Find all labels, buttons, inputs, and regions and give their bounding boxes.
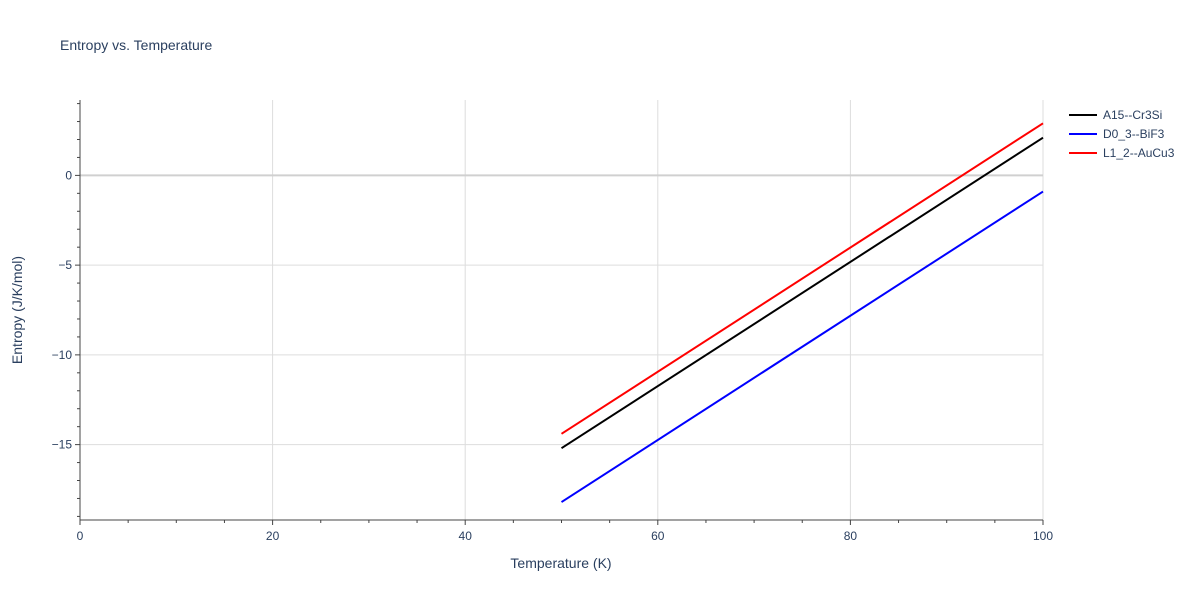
y-axis-title: Entropy (J/K/mol)	[9, 256, 25, 364]
y-tick-label: 0	[65, 168, 72, 182]
x-tick-label: 40	[459, 529, 473, 543]
x-tick-label: 0	[77, 529, 84, 543]
x-axis-ticks: 0 20 40 60 80 100	[77, 529, 1054, 543]
x-tick-label: 20	[266, 529, 280, 543]
legend-label: L1_2--AuCu3	[1103, 146, 1175, 160]
series-lines	[560, 122, 1044, 503]
legend[interactable]: A15--Cr3Si D0_3--BiF3 L1_2--AuCu3	[1069, 108, 1175, 160]
x-tick-label: 60	[651, 529, 665, 543]
y-tick-label: −5	[58, 258, 72, 272]
series-line-1	[560, 190, 1044, 503]
legend-item[interactable]: D0_3--BiF3	[1069, 127, 1165, 141]
x-axis-title: Temperature (K)	[510, 555, 611, 571]
y-tick-label: −10	[52, 348, 73, 362]
legend-item[interactable]: L1_2--AuCu3	[1069, 146, 1175, 160]
legend-label: A15--Cr3Si	[1103, 108, 1162, 122]
y-axis-ticks: −15 −10 −5 0	[52, 168, 73, 451]
series-line-2	[560, 122, 1044, 435]
x-tick-label: 100	[1033, 529, 1053, 543]
series-line-0	[560, 136, 1044, 450]
x-tick-label: 80	[844, 529, 858, 543]
y-tick-label: −15	[52, 438, 73, 452]
grid	[80, 100, 1044, 520]
legend-item[interactable]: A15--Cr3Si	[1069, 108, 1162, 122]
axes	[75, 100, 1044, 525]
chart-title: Entropy vs. Temperature	[60, 37, 212, 53]
legend-label: D0_3--BiF3	[1103, 127, 1165, 141]
